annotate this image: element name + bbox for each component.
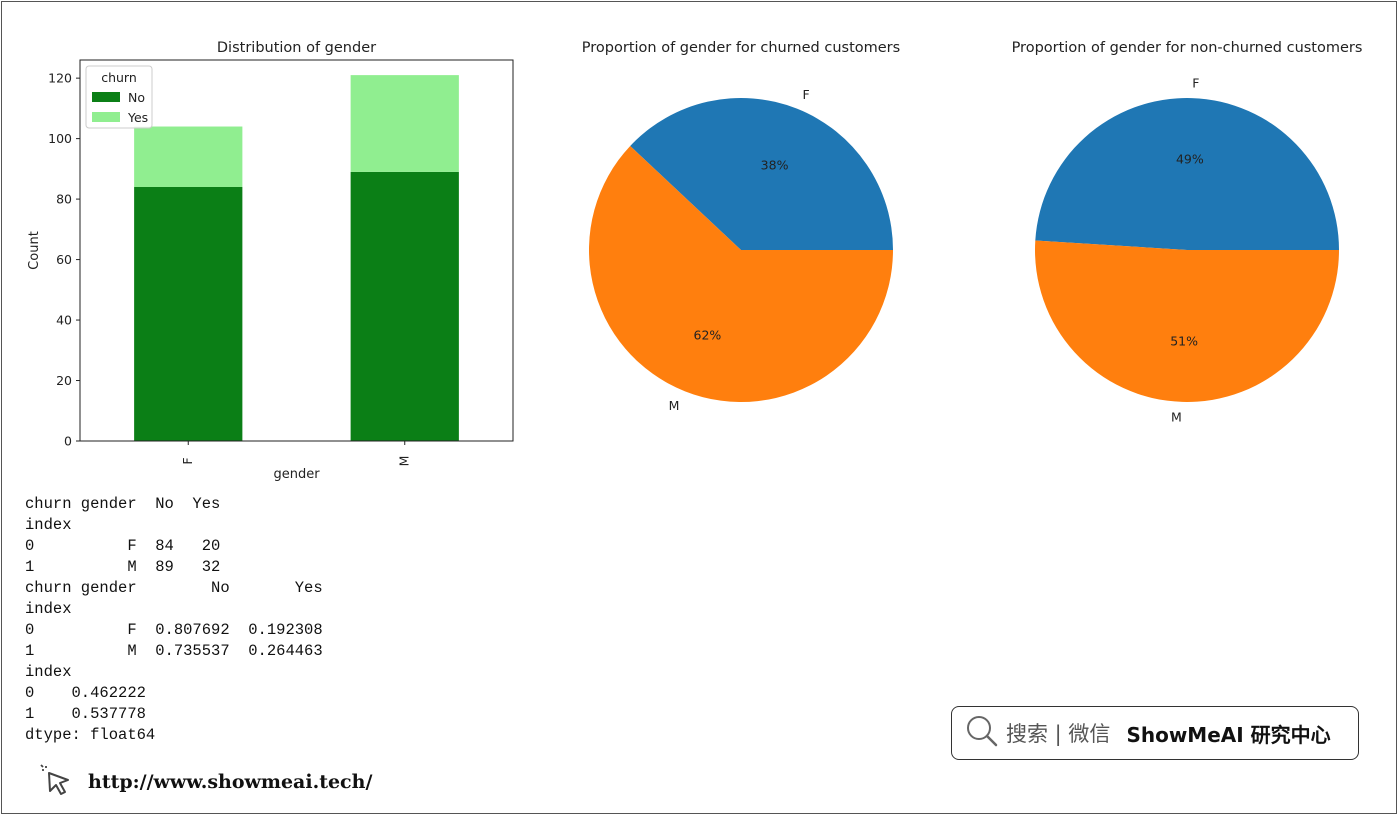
y-tick-label-80: 80 [56, 192, 72, 207]
pie1-pct-F: 38% [761, 158, 789, 173]
pie1-pct-M: 62% [694, 327, 722, 342]
bar-F-no [134, 187, 243, 441]
y-tick-label-120: 120 [48, 71, 72, 86]
footer-url[interactable]: http://www.showmeai.tech/ [88, 771, 373, 793]
legend-swatch-no [92, 92, 120, 102]
bar-chart-axes [79, 59, 514, 442]
pie2-slice-F [1035, 97, 1339, 250]
console-output: churn gender No Yes index 0 F 84 20 1 M … [25, 495, 323, 744]
pie2-pct-F: 49% [1176, 151, 1204, 166]
y-tick-label-0: 0 [64, 434, 72, 449]
legend-label-no: No [128, 90, 145, 105]
pie1-slice-F [630, 98, 893, 251]
y-tick-label-100: 100 [48, 131, 72, 146]
pie2-title: Proportion of gender for non-churned cus… [1012, 40, 1363, 56]
search-box[interactable]: 搜索 | 微信 ShowMeAI 研究中心 [951, 706, 1359, 760]
legend-label-yes: Yes [127, 110, 148, 125]
cursor-click-icon [38, 762, 74, 802]
x-tick-label-F: F [180, 457, 195, 464]
y-tick-label-40: 40 [56, 313, 72, 328]
search-hint: 搜索 | 微信 [1006, 722, 1111, 746]
pie2-slice-M [1035, 240, 1339, 402]
y-tick-label-60: 60 [56, 252, 72, 267]
pie2-pct-M: 51% [1170, 334, 1198, 349]
pie1-title: Proportion of gender for churned custome… [582, 40, 900, 56]
bar-chart-title: Distribution of gender [217, 40, 376, 56]
y-axis-label: Count [27, 231, 42, 270]
pie1-slice-M [589, 145, 893, 403]
bar-M-no [350, 171, 459, 441]
y-tick-label-20: 20 [56, 373, 72, 388]
search-brand: ShowMeAI 研究中心 [1126, 722, 1331, 747]
search-icon [964, 713, 1000, 753]
pie2-label-M: M [1171, 410, 1182, 425]
footer-link[interactable]: http://www.showmeai.tech/ [38, 764, 372, 800]
pie1-label-F: F [803, 87, 810, 102]
legend-title: churn [101, 70, 137, 85]
x-tick-label-M: M [396, 456, 411, 467]
pie1-label-M: M [669, 398, 680, 413]
x-axis-label: gender [273, 467, 320, 482]
legend-swatch-yes [92, 112, 120, 122]
bar-F-yes [134, 126, 243, 187]
bar-M-yes [350, 75, 459, 172]
pie2-label-F: F [1192, 75, 1199, 90]
